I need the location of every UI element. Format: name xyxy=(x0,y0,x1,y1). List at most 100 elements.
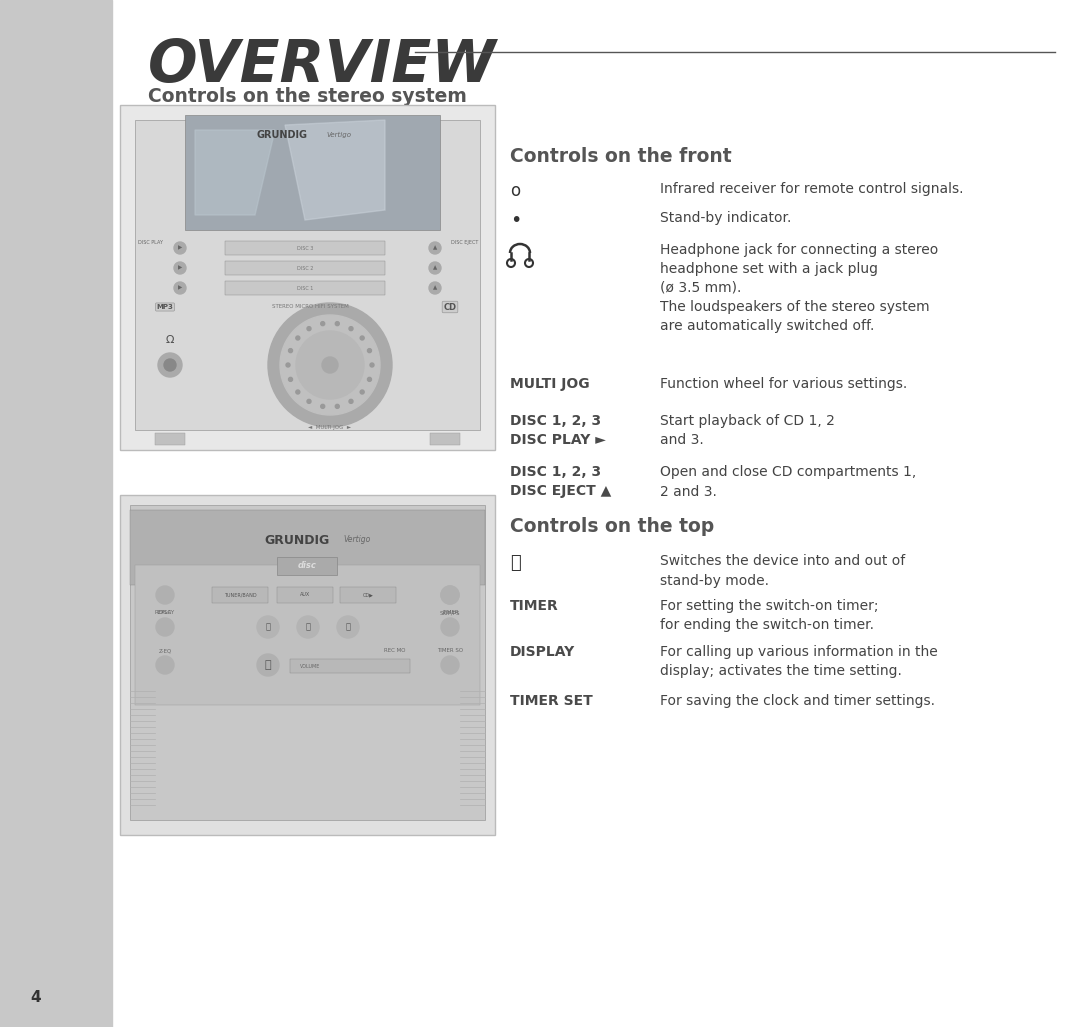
Circle shape xyxy=(156,618,174,636)
Text: STEREO MICRO HIFI SYSTEM: STEREO MICRO HIFI SYSTEM xyxy=(272,304,349,309)
Bar xyxy=(156,433,185,445)
Circle shape xyxy=(156,656,174,674)
Text: TIMER: TIMER xyxy=(510,599,558,613)
Text: Vertigo: Vertigo xyxy=(343,535,370,544)
Circle shape xyxy=(257,654,279,676)
Text: ▶: ▶ xyxy=(178,286,183,291)
Text: Function wheel for various settings.: Function wheel for various settings. xyxy=(660,377,907,391)
Text: DISC 3: DISC 3 xyxy=(297,245,313,251)
Text: Ω: Ω xyxy=(165,335,174,345)
Text: Vertigo: Vertigo xyxy=(326,131,351,138)
Text: TIMER SO: TIMER SO xyxy=(437,648,463,653)
Text: 4: 4 xyxy=(30,990,41,1005)
Text: ▶: ▶ xyxy=(178,266,183,270)
Circle shape xyxy=(360,390,364,394)
Circle shape xyxy=(296,331,364,400)
Text: o: o xyxy=(510,182,521,200)
Text: DISC 1, 2, 3
DISC EJECT ▲: DISC 1, 2, 3 DISC EJECT ▲ xyxy=(510,465,611,498)
Circle shape xyxy=(268,303,392,427)
Text: Controls on the stereo system: Controls on the stereo system xyxy=(148,87,467,106)
Circle shape xyxy=(174,282,186,294)
Text: MP3: MP3 xyxy=(157,304,174,310)
Text: •: • xyxy=(510,211,522,230)
Text: CD: CD xyxy=(444,303,457,311)
Bar xyxy=(130,505,485,820)
Bar xyxy=(340,587,396,603)
Text: ⏹: ⏹ xyxy=(306,622,311,632)
Text: ▲: ▲ xyxy=(433,266,437,270)
Text: ▲: ▲ xyxy=(433,245,437,251)
Text: ▶: ▶ xyxy=(178,245,183,251)
Circle shape xyxy=(174,242,186,254)
Circle shape xyxy=(257,616,279,638)
Circle shape xyxy=(158,353,183,377)
Bar xyxy=(212,587,268,603)
Circle shape xyxy=(335,321,339,326)
Circle shape xyxy=(321,321,325,326)
Text: DISC 1: DISC 1 xyxy=(297,286,313,291)
Text: TIMER SET: TIMER SET xyxy=(510,694,593,708)
Text: disc: disc xyxy=(298,562,316,571)
Text: ⏭: ⏭ xyxy=(346,622,351,632)
Text: Start playback of CD 1, 2
and 3.: Start playback of CD 1, 2 and 3. xyxy=(660,414,835,448)
Text: DISPLAY: DISPLAY xyxy=(510,645,576,659)
Bar xyxy=(291,659,410,673)
Circle shape xyxy=(441,618,459,636)
Circle shape xyxy=(296,390,300,394)
Circle shape xyxy=(367,377,372,381)
Text: DISC: DISC xyxy=(159,610,172,615)
Text: SKIP/PS: SKIP/PS xyxy=(440,610,460,615)
Circle shape xyxy=(174,262,186,274)
Text: CD▶: CD▶ xyxy=(363,593,374,598)
Circle shape xyxy=(164,359,176,371)
Bar xyxy=(430,433,460,445)
Bar xyxy=(225,281,384,295)
Text: Stand-by indicator.: Stand-by indicator. xyxy=(660,211,792,225)
Circle shape xyxy=(349,400,353,404)
Text: VOLUME: VOLUME xyxy=(300,663,320,669)
Text: GRUNDIG: GRUNDIG xyxy=(257,130,308,140)
Text: REC MO: REC MO xyxy=(384,648,406,653)
Text: DISC 1, 2, 3
DISC PLAY ►: DISC 1, 2, 3 DISC PLAY ► xyxy=(510,414,606,448)
Text: For setting the switch-on timer;
for ending the switch-on timer.: For setting the switch-on timer; for end… xyxy=(660,599,878,633)
Bar xyxy=(120,105,495,450)
Polygon shape xyxy=(195,130,275,215)
Text: Infrared receiver for remote control signals.: Infrared receiver for remote control sig… xyxy=(660,182,963,196)
Bar xyxy=(0,0,112,1027)
Polygon shape xyxy=(285,120,384,220)
Text: DISC 2: DISC 2 xyxy=(297,266,313,270)
Text: TUNER/BAND: TUNER/BAND xyxy=(224,593,256,598)
Text: GRUNDIG: GRUNDIG xyxy=(265,533,329,546)
Circle shape xyxy=(349,327,353,331)
Circle shape xyxy=(280,315,380,415)
Circle shape xyxy=(441,586,459,604)
Circle shape xyxy=(288,348,293,352)
Circle shape xyxy=(335,405,339,409)
Circle shape xyxy=(286,363,291,367)
Text: MULTI JOG: MULTI JOG xyxy=(510,377,590,391)
Text: Controls on the front: Controls on the front xyxy=(510,147,731,166)
Text: REPLAY: REPLAY xyxy=(154,610,175,615)
Bar xyxy=(135,120,480,430)
Bar xyxy=(135,565,480,705)
Text: OVERVIEW: OVERVIEW xyxy=(148,37,497,94)
Text: DISC PLAY: DISC PLAY xyxy=(137,240,162,245)
Text: Switches the device into and out of
stand-by mode.: Switches the device into and out of stan… xyxy=(660,554,905,587)
Text: Controls on the top: Controls on the top xyxy=(510,517,714,536)
Bar xyxy=(276,557,337,575)
Text: ⏮: ⏮ xyxy=(266,622,270,632)
Circle shape xyxy=(322,357,338,373)
Circle shape xyxy=(337,616,359,638)
Text: For calling up various information in the
display; activates the time setting.: For calling up various information in th… xyxy=(660,645,937,679)
Circle shape xyxy=(156,586,174,604)
Text: DISC EJECT: DISC EJECT xyxy=(451,240,478,245)
Text: ⏻: ⏻ xyxy=(265,660,271,670)
Circle shape xyxy=(307,400,311,404)
Text: Open and close CD compartments 1,
2 and 3.: Open and close CD compartments 1, 2 and … xyxy=(660,465,916,498)
Circle shape xyxy=(288,377,293,381)
Circle shape xyxy=(367,348,372,352)
Circle shape xyxy=(429,242,441,254)
Text: ⏻: ⏻ xyxy=(510,554,521,572)
Text: TIMER: TIMER xyxy=(442,610,458,615)
Bar xyxy=(225,261,384,275)
